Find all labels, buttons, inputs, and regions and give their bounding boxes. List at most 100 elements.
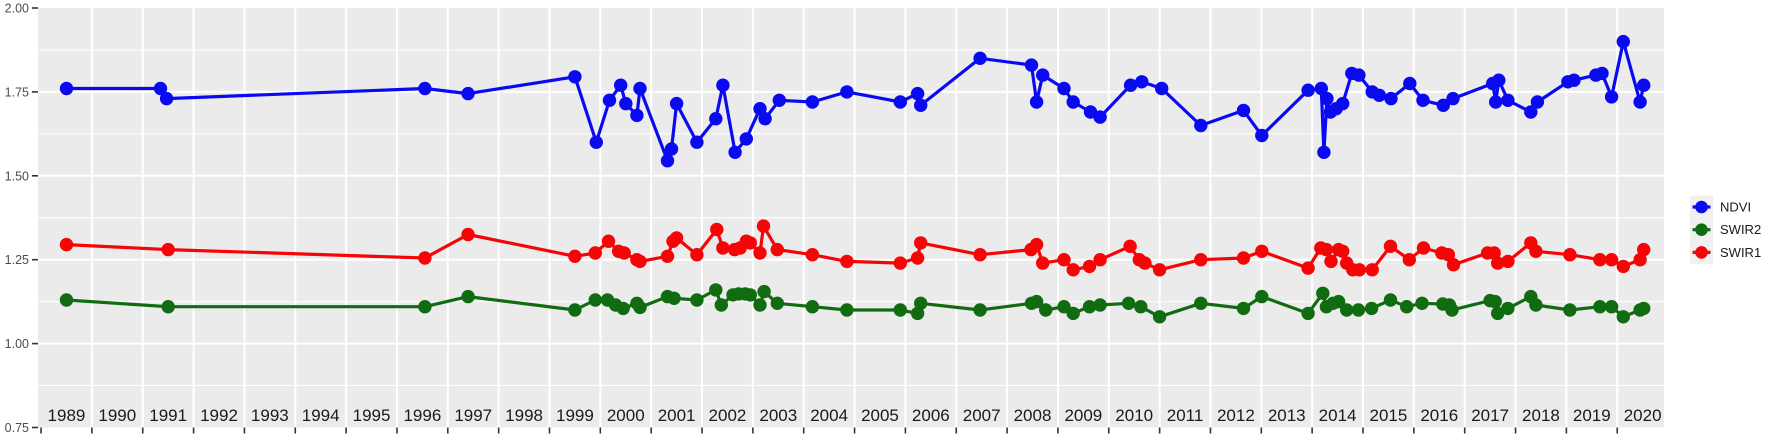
data-point-swir1 [1616,259,1631,274]
data-point-ndvi [772,93,786,108]
legend-label: SWIR1 [1720,245,1761,260]
x-axis-label: 2011 [1167,406,1204,425]
data-point-ndvi [893,95,907,109]
x-axis-label: 2004 [810,406,848,425]
x-axis-label: 1993 [251,406,289,425]
data-point-ndvi [758,112,772,126]
data-point-ndvi [1301,83,1315,97]
data-point-swir2 [1039,303,1053,317]
y-axis-label: 0.75 [5,421,29,435]
data-point-swir1 [1352,263,1367,277]
x-axis-label: 2015 [1370,406,1408,425]
data-point-ndvi [973,51,987,65]
data-point-swir1 [1255,244,1269,258]
data-point-swir2 [161,300,175,314]
data-point-swir1 [910,251,925,265]
data-point-swir2 [1316,286,1330,300]
data-point-ndvi [1066,95,1080,109]
data-point-swir2 [1194,296,1208,310]
data-point-ndvi [59,81,74,96]
data-point-ndvi [1123,78,1138,92]
x-axis-label: 2016 [1420,406,1458,425]
data-point-ndvi [1567,73,1581,87]
data-point-swir2 [616,301,630,316]
data-point-swir2 [1301,306,1315,321]
data-point-swir1 [893,256,907,270]
data-point-swir1 [1365,263,1379,277]
data-point-ndvi [716,78,730,92]
y-axis-label: 1.50 [5,169,29,183]
y-axis-label: 1.25 [5,253,29,267]
data-point-swir1 [1563,248,1577,262]
data-point-swir1 [710,222,724,237]
data-point-ndvi [664,142,679,156]
data-point-ndvi [1616,34,1631,49]
data-point-ndvi [728,145,742,159]
data-point-swir2 [1364,301,1379,316]
data-point-swir2 [973,303,987,317]
x-axis-label: 1989 [48,406,86,425]
data-point-swir2 [690,293,704,307]
legend-key-point [1695,246,1708,259]
data-point-swir2 [1255,289,1269,304]
data-point-swir2 [1236,301,1251,316]
x-axis-label: 2014 [1319,406,1357,425]
data-point-ndvi [1489,95,1503,109]
data-point-swir1 [690,248,704,262]
x-axis-label: 2005 [861,406,899,425]
data-point-ndvi [461,86,475,101]
legend: NDVI SWIR2 SWIR1 [1690,195,1761,264]
data-point-swir2 [1616,310,1631,324]
data-point-ndvi [1530,95,1545,109]
data-point-swir2 [1134,300,1148,314]
data-point-swir2 [709,283,723,297]
x-axis-label: 2008 [1014,406,1052,425]
data-point-swir2 [1340,303,1354,317]
data-point-swir1 [633,254,647,269]
data-point-swir1 [1082,259,1097,274]
data-point-swir2 [1029,294,1044,309]
data-point-swir1 [1036,256,1050,270]
data-point-ndvi [914,98,928,113]
data-point-swir1 [669,231,684,245]
data-point-ndvi [1314,81,1329,96]
data-point-swir2 [1066,306,1080,321]
data-point-ndvi [159,91,174,106]
data-point-swir1 [1336,244,1350,258]
data-point-ndvi [1501,93,1515,108]
data-point-swir1 [1324,254,1338,269]
data-point-swir2 [1351,303,1366,317]
data-point-swir1 [973,248,987,262]
y-axis-label: 1.75 [5,85,29,99]
data-point-swir2 [461,289,475,304]
data-point-swir2 [667,291,681,305]
data-point-swir2 [910,306,925,321]
data-point-ndvi [1403,76,1417,91]
data-point-swir2 [770,296,784,310]
data-point-swir2 [1415,296,1429,310]
data-point-swir1 [1301,261,1315,275]
data-point-swir2 [1121,296,1136,310]
data-point-swir2 [418,300,432,314]
legend-item-swir2: SWIR2 [1690,218,1761,242]
data-point-ndvi [1255,128,1269,143]
legend-item-swir1: SWIR1 [1690,240,1761,264]
data-point-swir2 [59,293,74,307]
data-point-swir1 [1383,239,1398,253]
x-axis-label: 2009 [1064,406,1102,425]
data-point-ndvi [1595,66,1609,81]
data-point-swir2 [1331,294,1346,309]
data-point-ndvi [753,102,767,116]
data-point-swir1 [1236,251,1251,265]
data-point-ndvi [660,154,675,168]
data-point-swir2 [1491,306,1505,321]
x-axis-label: 2012 [1217,406,1255,425]
data-point-swir1 [1029,237,1044,252]
x-axis-label: 2000 [607,406,645,425]
data-point-ndvi [1352,68,1366,82]
x-axis-label: 1994 [302,406,340,425]
data-point-swir1 [914,236,928,250]
data-point-ndvi [1057,81,1071,96]
data-point-ndvi [1135,75,1149,89]
